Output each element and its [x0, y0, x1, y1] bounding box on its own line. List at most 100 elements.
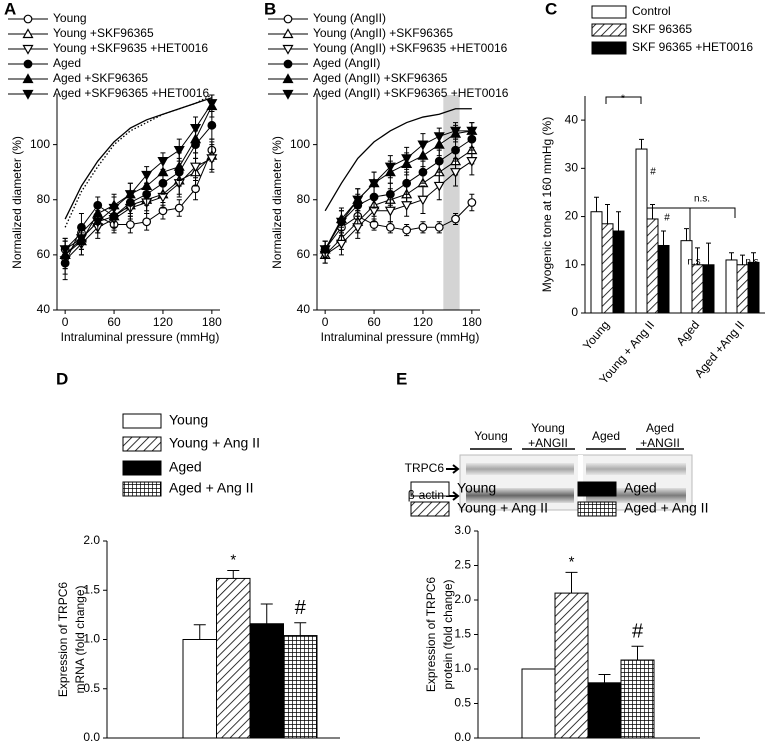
- y-tick-label: 100: [290, 137, 310, 151]
- bar: [680, 240, 693, 314]
- legend-label: Aged (AngII): [313, 56, 380, 70]
- series-line: [324, 108, 472, 212]
- x-tick-label: 180: [202, 315, 222, 329]
- bar: [521, 668, 556, 739]
- bar: [182, 639, 217, 739]
- legend-label: Aged (AngII) +SKF96365: [313, 71, 448, 85]
- y-tick-label: 30: [565, 161, 579, 175]
- y-tick-label: 80: [37, 192, 51, 206]
- y-tick-label: 0.0: [83, 730, 100, 744]
- marker: [157, 166, 169, 177]
- legend-label: Aged: [53, 56, 81, 70]
- annotation: *: [569, 553, 575, 570]
- marker: [352, 195, 364, 206]
- y-tick-label: 40: [565, 112, 579, 126]
- legend-label: Young (AngII) +SKF9635 +HET0016: [313, 41, 508, 55]
- marker: [434, 222, 444, 232]
- lane-label: Aged: [592, 429, 620, 443]
- marker: [401, 201, 413, 211]
- error-bar: [661, 230, 666, 246]
- marker: [368, 179, 380, 189]
- annotation: n.s.: [694, 194, 710, 205]
- series-line: [64, 124, 213, 264]
- marker: [385, 222, 395, 232]
- legend-label: Aged + Ang II: [624, 500, 708, 516]
- error-bar: [740, 254, 745, 265]
- panel-label: A: [4, 0, 16, 18]
- bar: [702, 264, 715, 314]
- marker: [173, 160, 185, 171]
- marker: [173, 146, 185, 156]
- annotation: n.s: [745, 257, 758, 268]
- x-tick-label: 60: [367, 315, 381, 329]
- error-bar: [193, 624, 206, 640]
- legend-label: Aged (AngII) +SKF96365 +HET0016: [313, 86, 509, 100]
- bar: [635, 148, 648, 314]
- y-tick-label: 2.0: [83, 533, 100, 547]
- marker: [283, 14, 293, 24]
- y-axis-label: Expression of TRPC6: [424, 577, 438, 692]
- bar: [554, 592, 589, 739]
- bar: [725, 259, 738, 314]
- y-tick-label: 1.5: [454, 627, 471, 641]
- marker: [433, 181, 445, 192]
- marker: [22, 44, 34, 55]
- lane-label: Young: [474, 429, 508, 443]
- lane-label: +ANGII: [640, 436, 680, 450]
- y-tick-label: 1.0: [83, 632, 100, 646]
- marker: [450, 168, 462, 178]
- legend-swatch: [591, 23, 627, 37]
- y-tick-label: 0.5: [83, 681, 100, 695]
- marker: [467, 198, 477, 207]
- marker: [450, 126, 462, 137]
- marker: [157, 157, 169, 167]
- series-line: [64, 94, 213, 228]
- marker: [108, 203, 120, 214]
- legend-label: Young: [53, 11, 87, 25]
- series-line: [324, 138, 473, 250]
- y-axis-label: Expression of TRPC6: [56, 582, 70, 697]
- marker: [174, 203, 184, 213]
- legend-swatch: [122, 460, 162, 476]
- bar: [216, 577, 251, 739]
- y-tick-label: 0.5: [454, 696, 471, 710]
- legend-swatch: [591, 41, 627, 55]
- series-line: [64, 102, 213, 250]
- legend-label: Aged: [624, 480, 657, 496]
- marker: [417, 140, 429, 151]
- legend-label: Aged +SKF96365: [53, 71, 148, 85]
- y-axis-label: mRNA (fold change): [73, 585, 87, 693]
- y-tick-label: 3.0: [454, 523, 471, 537]
- y-tick-label: 10: [565, 257, 579, 271]
- marker: [190, 123, 202, 134]
- marker: [451, 145, 460, 155]
- legend-label: SKF 96365: [632, 22, 692, 36]
- error-bar: [260, 603, 273, 624]
- marker: [124, 190, 136, 200]
- x-tick-label: 0: [62, 315, 69, 329]
- marker: [335, 239, 347, 250]
- y-tick-label: 0.0: [454, 730, 471, 744]
- y-tick-label: 80: [297, 192, 311, 206]
- error-bar: [605, 204, 610, 224]
- significance-bracket: [605, 96, 642, 104]
- y-tick-label: 1.0: [454, 661, 471, 675]
- marker: [23, 14, 33, 24]
- marker: [384, 206, 396, 217]
- marker: [282, 44, 294, 55]
- legend-label: Young (AngII): [313, 11, 386, 25]
- marker: [141, 170, 153, 181]
- marker: [282, 89, 294, 100]
- error-bar: [650, 204, 655, 219]
- bar: [283, 635, 318, 739]
- y-tick-label: 40: [297, 302, 311, 316]
- series-line: [64, 105, 213, 256]
- annotation: #: [632, 621, 644, 643]
- annotation: #: [664, 213, 670, 224]
- y-tick-label: 1.5: [83, 582, 100, 596]
- y-tick-label: 100: [30, 137, 50, 151]
- y-tick-label: 60: [37, 247, 51, 261]
- marker: [466, 126, 478, 137]
- bar: [657, 244, 670, 314]
